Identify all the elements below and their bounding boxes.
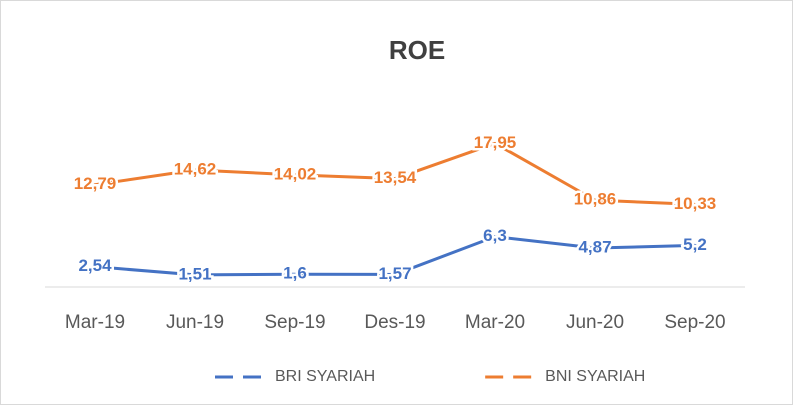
- x-tick-label: Des-19: [364, 312, 425, 333]
- legend-label: BNI SYARIAH: [545, 368, 645, 385]
- data-label: 5,2: [683, 235, 707, 254]
- data-label: 10,33: [674, 194, 717, 213]
- data-label: 1,6: [283, 264, 307, 283]
- data-label: 1,57: [378, 264, 411, 283]
- data-label: 17,95: [474, 133, 517, 152]
- data-label: 13,54: [374, 168, 417, 187]
- data-label: 2,54: [78, 256, 112, 275]
- chart-title: ROE: [389, 35, 445, 65]
- legend-label: BRI SYARIAH: [275, 368, 375, 385]
- data-label: 1,51: [178, 264, 211, 283]
- x-tick-label: Mar-20: [465, 312, 525, 333]
- x-tick-label: Mar-19: [65, 312, 125, 333]
- x-tick-label: Sep-19: [264, 312, 325, 333]
- data-label: 6,3: [483, 226, 507, 245]
- data-label: 12,79: [74, 174, 117, 193]
- x-tick-label: Jun-20: [566, 312, 624, 333]
- x-tick-label: Sep-20: [664, 312, 725, 333]
- series-line: [93, 141, 697, 206]
- data-label: 10,86: [574, 190, 617, 209]
- x-tick-label: Jun-19: [166, 312, 224, 333]
- data-label: 4,87: [578, 238, 611, 257]
- series-line: [93, 235, 697, 277]
- data-label: 14,02: [274, 164, 317, 183]
- data-label: 14,62: [174, 160, 217, 179]
